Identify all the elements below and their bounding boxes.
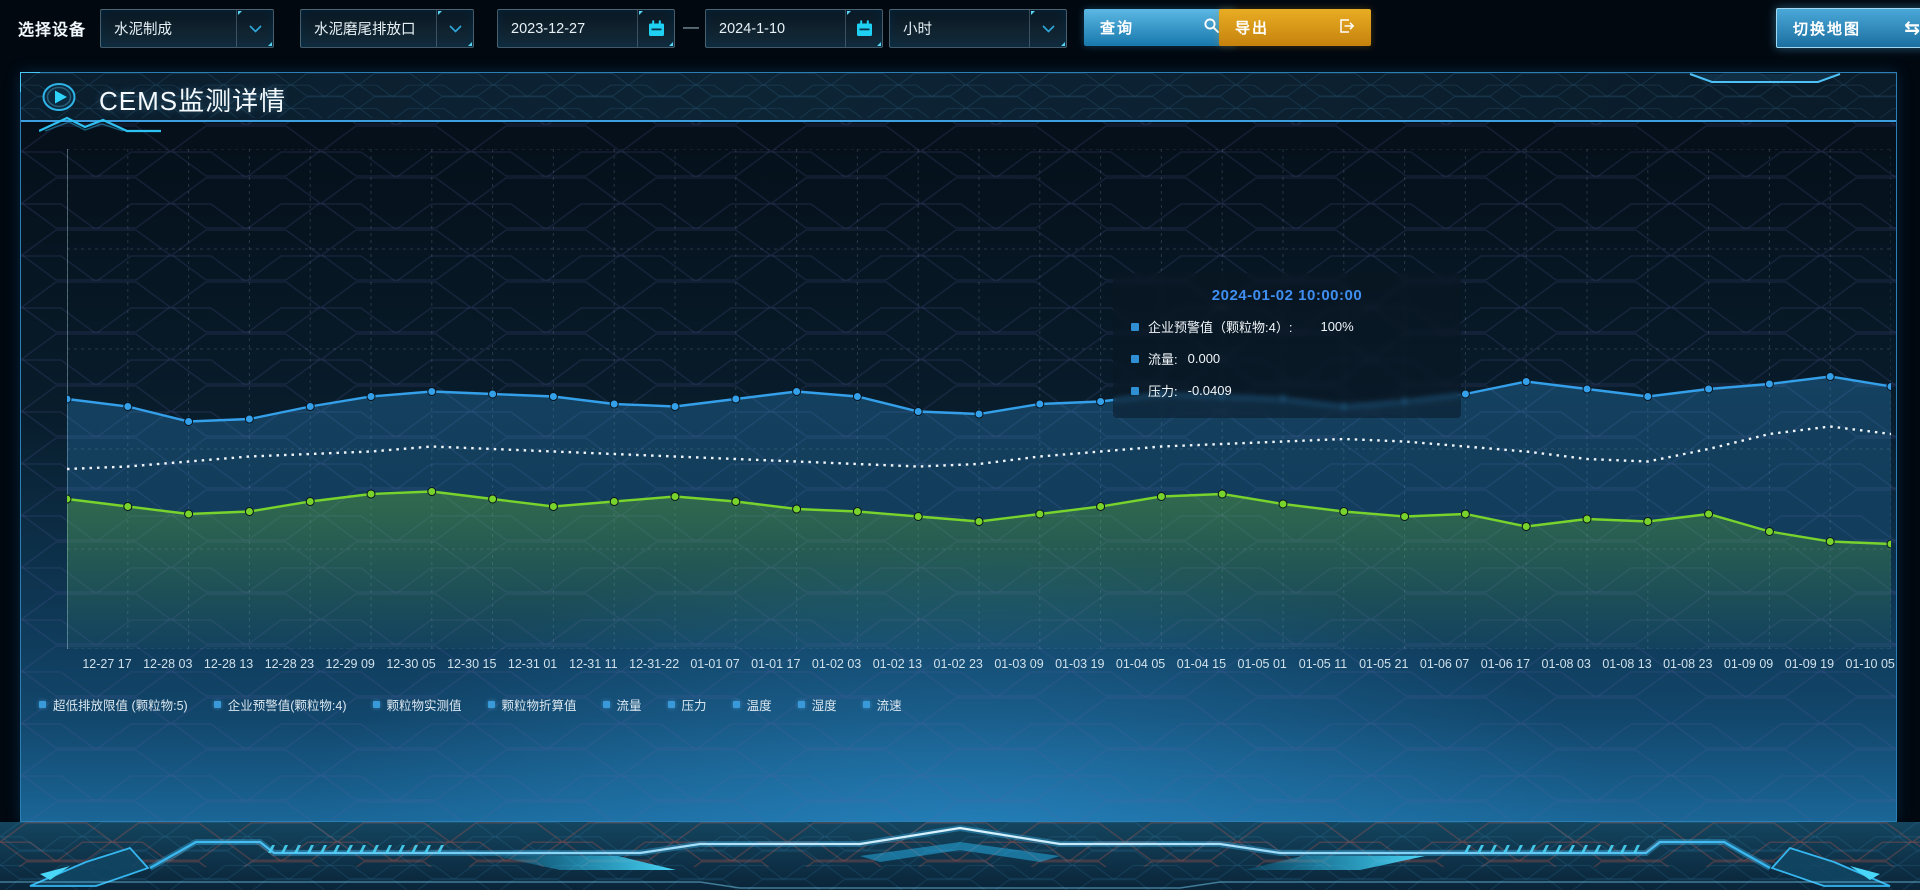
legend-item[interactable]: 流量 — [602, 695, 642, 714]
x-axis-label: 01-06 07 — [1419, 657, 1470, 671]
start-date-picker[interactable]: 2023-12-27 — [497, 9, 675, 48]
tooltip-row: 流量: 0.000 — [1131, 349, 1443, 368]
export-button[interactable]: 导出 — [1219, 9, 1371, 46]
legend-marker-icon — [667, 701, 675, 708]
legend-item[interactable]: 超低排放限值 (颗粒物:5) — [39, 695, 188, 714]
legend-marker-icon — [732, 701, 740, 708]
x-axis-label: 01-05 11 — [1298, 657, 1348, 671]
header-notch-decoration — [1689, 71, 1841, 89]
x-axis-label: 01-10 05 — [1845, 657, 1895, 671]
legend-item[interactable]: 温度 — [732, 695, 772, 714]
x-axis-label: 12-31 01 — [507, 657, 558, 671]
x-axis-label: 01-09 09 — [1723, 657, 1774, 671]
zigzag-decoration — [38, 113, 161, 138]
x-axis-label: 12-28 03 — [143, 657, 193, 671]
search-icon — [1203, 17, 1220, 38]
device-type-select-value: 水泥制成 — [114, 22, 172, 38]
legend-marker-icon — [862, 701, 870, 708]
legend-item[interactable]: 压力 — [667, 695, 707, 714]
query-button-label: 查询 — [1100, 20, 1135, 37]
x-axis-label: 01-02 03 — [811, 657, 862, 671]
x-axis-label: 01-02 13 — [872, 657, 923, 671]
cems-line-chart[interactable] — [62, 148, 1896, 650]
x-axis-label: 01-03 09 — [994, 657, 1044, 671]
legend-marker-icon — [487, 701, 495, 708]
tooltip-row: 压力: -0.0409 — [1131, 381, 1443, 400]
x-axis-label: 01-08 23 — [1663, 657, 1713, 671]
interval-select[interactable]: 小时 — [889, 9, 1067, 48]
chevron-down-icon[interactable] — [236, 10, 273, 47]
legend-item[interactable]: 企业预警值(颗粒物:4) — [213, 695, 347, 714]
panel-title: CEMS监测详情 — [99, 86, 287, 116]
x-axis-label: 01-01 17 — [751, 657, 801, 671]
tooltip-timestamp: 2024-01-02 10:00:00 — [1211, 287, 1363, 304]
x-axis-label: 01-05 21 — [1359, 657, 1409, 671]
legend-marker-icon — [213, 701, 221, 708]
switch-map-button-label: 切换地图 — [1793, 20, 1862, 38]
x-axis-label: 01-03 19 — [1055, 657, 1105, 671]
bottom-tech-decoration — [0, 822, 1920, 890]
export-button-label: 导出 — [1235, 20, 1270, 37]
tooltip-series-marker-icon — [1131, 386, 1139, 395]
query-button[interactable]: 查询 — [1084, 9, 1236, 46]
tooltip-rows: 企业预警值（颗粒物:4）: 100% 流量: 0.000 压力: -0.0409 — [1131, 317, 1443, 400]
chevron-down-icon[interactable] — [1029, 10, 1066, 47]
calendar-icon[interactable] — [637, 10, 674, 47]
legend-marker-icon — [39, 701, 46, 708]
start-date-value: 2023-12-27 — [511, 20, 586, 37]
play-icon[interactable] — [41, 82, 77, 117]
chevron-down-icon[interactable] — [436, 10, 473, 47]
legend-item[interactable]: 颗粒物折算值 — [487, 695, 577, 714]
x-axis-label: 12-27 17 — [82, 657, 132, 671]
chart-legend: 超低排放限值 (颗粒物:5) 企业预警值(颗粒物:4) 颗粒物实测值 颗粒物折算… — [39, 695, 902, 714]
swap-arrows-icon: ⇆ — [1904, 17, 1920, 39]
legend-marker-icon — [602, 701, 610, 708]
legend-item[interactable]: 颗粒物实测值 — [372, 695, 462, 714]
export-icon — [1338, 18, 1355, 38]
tooltip-series-marker-icon — [1131, 322, 1139, 331]
legend-marker-icon — [797, 701, 805, 708]
chart-tooltip: 2024-01-02 10:00:00 企业预警值（颗粒物:4）: 100% 流量… — [1113, 273, 1461, 418]
outlet-select-value: 水泥磨尾排放口 — [314, 22, 416, 38]
x-axis-label: 12-28 23 — [264, 657, 315, 671]
x-axis-label: 01-06 17 — [1480, 657, 1531, 671]
x-axis-label: 01-08 03 — [1541, 657, 1591, 671]
x-axis-label: 01-08 13 — [1602, 657, 1652, 671]
x-axis-label: 12-30 05 — [386, 657, 436, 671]
x-axis-label: 01-02 23 — [933, 657, 983, 671]
calendar-icon[interactable] — [845, 10, 882, 47]
x-axis-label: 01-04 15 — [1176, 657, 1227, 671]
x-axis-label: 12-28 13 — [203, 657, 254, 671]
interval-select-value: 小时 — [903, 22, 932, 38]
x-axis-label: 12-31-22 — [629, 657, 680, 671]
tooltip-series-marker-icon — [1131, 354, 1139, 363]
legend-item[interactable]: 流速 — [862, 695, 902, 714]
x-axis-labels: 12-27 17 12-28 03 12-28 13 12-28 23 12-29 09… — [67, 657, 1895, 675]
switch-map-button[interactable]: 切换地图 ⇆ — [1776, 8, 1920, 48]
tooltip-row: 企业预警值（颗粒物:4）: 100% — [1131, 317, 1443, 336]
x-axis-label: 01-09 19 — [1784, 657, 1835, 671]
device-select-label: 选择设备 — [18, 22, 87, 39]
x-axis-label: 12-29 09 — [325, 657, 375, 671]
x-axis-label: 12-30 15 — [447, 657, 497, 671]
x-axis-label: 01-05 01 — [1237, 657, 1287, 671]
date-range-separator: — — [683, 18, 699, 36]
header-hexagon-pattern — [21, 73, 1896, 118]
cems-detail-panel: CEMS监测详情 12-27 17 12-28 03 12-28 13 12-28 2… — [20, 72, 1897, 822]
end-date-value: 2024-1-10 — [719, 20, 786, 37]
toolbar: 选择设备 水泥制成 水泥磨尾排放口 2023-12-27 — 2024-1-10 — [0, 0, 1920, 56]
legend-marker-icon — [372, 701, 380, 708]
legend-item[interactable]: 湿度 — [797, 695, 837, 714]
end-date-picker[interactable]: 2024-1-10 — [705, 9, 883, 48]
x-axis-label: 01-04 05 — [1115, 657, 1166, 671]
x-axis-label: 12-31 11 — [569, 657, 618, 671]
x-axis-label: 01-01 07 — [690, 657, 740, 671]
panel-header: CEMS监测详情 — [21, 73, 1896, 122]
device-type-select[interactable]: 水泥制成 — [100, 9, 274, 48]
outlet-select[interactable]: 水泥磨尾排放口 — [300, 9, 474, 48]
